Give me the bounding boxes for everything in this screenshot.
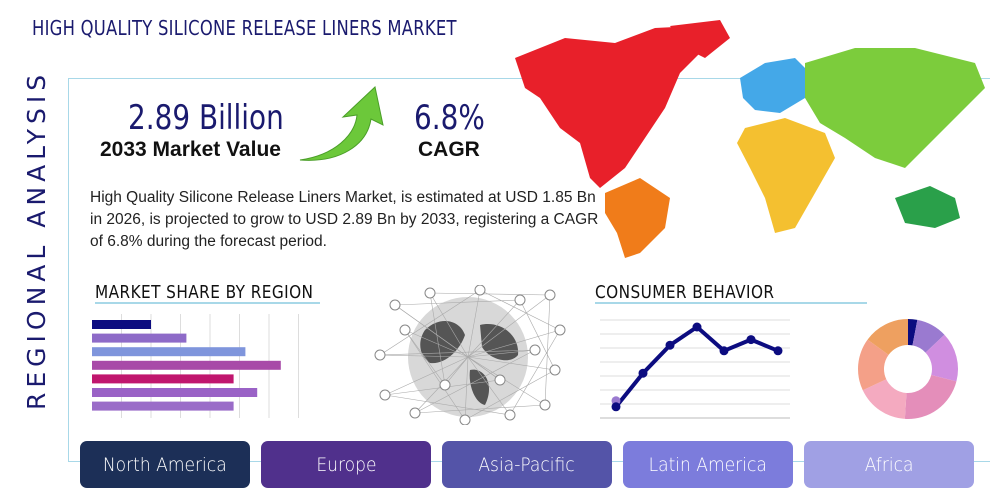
- network-link: [467, 356, 511, 416]
- network-link: [379, 289, 481, 356]
- network-node: [374, 349, 386, 361]
- donut-slice: [858, 339, 889, 391]
- network-node: [544, 289, 556, 301]
- market-share-heading: MARKET SHARE BY REGION: [95, 282, 314, 303]
- network-node: [549, 364, 561, 376]
- donut-chart: [858, 319, 958, 419]
- region-buttons: North America Europe Asia-Pacific Latin …: [80, 441, 974, 488]
- consumer-behavior-line-chart: [600, 319, 790, 419]
- europe-shape: [740, 58, 810, 113]
- market-description: High Quality Silicone Release Liners Mar…: [90, 189, 599, 250]
- bar: [92, 388, 258, 397]
- network-link: [384, 394, 511, 416]
- market-value: 2.89 Billion: [128, 98, 284, 138]
- network-link: [464, 356, 469, 421]
- bar: [92, 320, 151, 329]
- network-node: [554, 324, 566, 336]
- network-link: [414, 349, 536, 414]
- network-link: [464, 369, 556, 421]
- network-link: [467, 356, 556, 371]
- data-point: [746, 335, 756, 345]
- australia-shape: [895, 186, 960, 228]
- heading-underline: [95, 302, 320, 304]
- bar: [92, 360, 281, 370]
- greenland-shape: [670, 20, 730, 58]
- network-link: [509, 329, 561, 416]
- network-link: [429, 292, 446, 386]
- network-globe-icon: [374, 285, 566, 425]
- region-button-europe[interactable]: Europe: [261, 441, 431, 488]
- data-point: [773, 346, 783, 356]
- heading-underline: [595, 302, 867, 304]
- region-button-africa[interactable]: Africa: [804, 441, 974, 488]
- network-link: [467, 289, 481, 358]
- market-share-bar-chart: [92, 314, 299, 418]
- africa-shape: [737, 118, 835, 233]
- bar: [92, 374, 234, 384]
- network-link: [479, 289, 561, 331]
- network-link: [467, 349, 536, 358]
- network-node: [389, 299, 401, 311]
- donut-slice: [862, 379, 907, 419]
- growth-arrow-icon: [299, 86, 384, 161]
- cagr-label: CAGR: [418, 138, 480, 161]
- market-value-label: 2033 Market Value: [100, 138, 281, 161]
- network-link: [394, 299, 521, 306]
- donut-slice: [912, 319, 945, 353]
- network-node: [494, 374, 506, 386]
- network-node: [439, 379, 451, 391]
- network-link: [519, 299, 556, 371]
- network-link: [414, 404, 546, 414]
- donut-slice: [908, 319, 918, 346]
- bar: [92, 401, 234, 411]
- network-link: [404, 329, 466, 421]
- network-node: [399, 324, 411, 336]
- network-link: [467, 329, 561, 358]
- region-button-asia-pacific[interactable]: Asia-Pacific: [442, 441, 612, 488]
- asia-shape: [805, 48, 985, 168]
- south-america-shape: [605, 178, 670, 258]
- donut-slice: [904, 374, 957, 419]
- data-point: [692, 322, 702, 332]
- network-node: [539, 399, 551, 411]
- network-link: [384, 356, 469, 396]
- cagr-value: 6.8%: [414, 98, 485, 138]
- side-label: REGIONAL ANALYSIS: [22, 69, 51, 410]
- donut-slice: [925, 334, 958, 382]
- data-point: [719, 346, 729, 356]
- bar: [92, 333, 187, 343]
- network-node: [379, 389, 391, 401]
- network-link: [544, 294, 551, 406]
- bar: [92, 347, 246, 357]
- data-point: [638, 368, 648, 378]
- world-map-icon: [515, 20, 985, 258]
- network-link: [467, 356, 546, 406]
- network-link: [467, 294, 551, 358]
- network-link: [444, 356, 469, 386]
- network-link: [467, 299, 521, 358]
- donut-slice: [867, 319, 908, 355]
- data-point: [665, 340, 675, 350]
- data-point: [611, 402, 621, 412]
- region-button-latin-america[interactable]: Latin America: [623, 441, 793, 488]
- page-title: HIGH QUALITY SILICONE RELEASE LINERS MAR…: [32, 16, 457, 40]
- network-node: [504, 409, 516, 421]
- consumer-behavior-heading: CONSUMER BEHAVIOR: [595, 282, 775, 303]
- network-link: [429, 292, 469, 358]
- network-node: [409, 407, 421, 419]
- region-button-north-america[interactable]: North America: [80, 441, 250, 488]
- network-link: [404, 329, 446, 386]
- network-link: [379, 349, 536, 356]
- network-node: [424, 287, 436, 299]
- network-node: [474, 285, 486, 296]
- network-node: [459, 414, 471, 425]
- network-link: [394, 304, 501, 381]
- north-america-shape: [515, 26, 705, 188]
- network-node: [529, 344, 541, 356]
- network-node: [514, 294, 526, 306]
- network-link: [429, 292, 551, 296]
